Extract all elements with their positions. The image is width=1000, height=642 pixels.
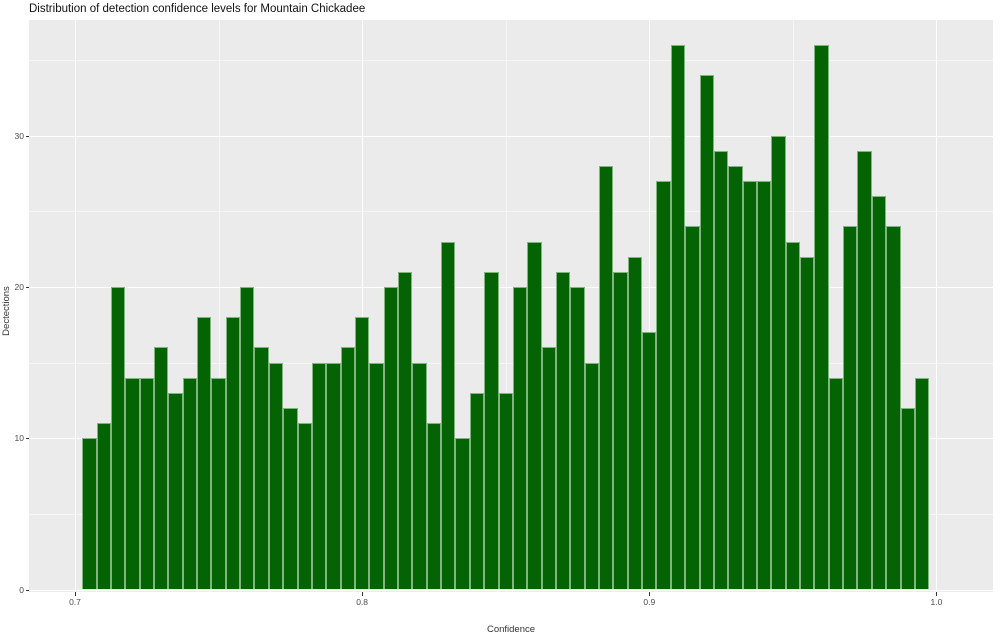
histogram-bar [398, 271, 413, 590]
histogram-bar [211, 377, 226, 590]
histogram-bar [541, 347, 556, 590]
x-major-gridline [936, 20, 938, 592]
x-tick-mark [362, 592, 364, 596]
x-tick-label: 0.9 [643, 597, 656, 607]
histogram-bar [613, 271, 628, 590]
y-major-gridline [29, 589, 993, 591]
y-minor-gridline [29, 362, 993, 364]
histogram-bar [412, 362, 427, 590]
histogram-bar [240, 286, 255, 590]
histogram-bar [771, 135, 786, 590]
histogram-bar [756, 180, 772, 590]
histogram-bar [297, 423, 312, 590]
histogram-bar [254, 347, 269, 590]
y-minor-gridline [29, 59, 993, 61]
x-major-gridline [75, 20, 76, 592]
histogram-bar [713, 150, 729, 590]
histogram-bar [914, 377, 930, 590]
y-tick-label: 10 [14, 433, 24, 444]
histogram-bar [886, 226, 901, 590]
plot-panel [29, 20, 993, 592]
y-tick-mark [25, 135, 29, 137]
y-tick-mark [25, 286, 29, 288]
x-tick-mark [75, 592, 76, 596]
y-tick-mark [25, 438, 29, 440]
x-minor-gridline [218, 20, 220, 592]
x-tick-label: 0.8 [356, 597, 369, 607]
histogram-bar [728, 165, 743, 590]
histogram-bar [268, 362, 284, 590]
y-tick-mark [25, 589, 29, 591]
histogram-bar [656, 180, 671, 590]
histogram-bar [326, 362, 341, 590]
x-axis-title: Confidence [486, 624, 536, 635]
histogram-bar [642, 332, 657, 590]
histogram-bar [570, 286, 585, 590]
histogram-bar [512, 286, 528, 590]
histogram-bar [871, 196, 887, 590]
histogram-bar [469, 392, 485, 590]
histogram-bar [197, 317, 212, 590]
histogram-bar [627, 256, 643, 590]
histogram-bar [670, 44, 686, 590]
histogram-bar [153, 347, 169, 590]
histogram-bar [168, 392, 183, 590]
histogram-bar [742, 180, 757, 590]
histogram-bar [383, 286, 399, 590]
histogram-bar [800, 256, 815, 590]
histogram-bar [110, 286, 126, 590]
histogram-bar [555, 271, 571, 590]
histogram-bar [699, 75, 714, 590]
x-tick-mark [649, 592, 651, 596]
histogram-bar [828, 377, 844, 590]
histogram-bar [900, 407, 915, 590]
histogram-bar [814, 44, 829, 590]
histogram-bar [785, 241, 801, 590]
y-major-gridline [29, 286, 993, 288]
x-major-gridline [362, 20, 364, 592]
histogram-bar [354, 317, 370, 590]
histogram-bar [182, 377, 198, 590]
histogram-bar [599, 165, 614, 590]
histogram-bar [484, 271, 499, 590]
histogram-bar [584, 362, 600, 590]
x-minor-gridline [505, 20, 507, 592]
y-tick-label: 20 [14, 281, 24, 292]
chart-title: Distribution of detection confidence lev… [29, 3, 366, 15]
x-major-gridline [649, 20, 651, 592]
histogram-bar [369, 362, 384, 590]
histogram-bar [527, 241, 542, 590]
y-tick-label: 0 [19, 584, 24, 595]
histogram-bar [843, 226, 858, 590]
histogram-bar [441, 241, 456, 590]
histogram-bar [96, 423, 111, 590]
y-minor-gridline [29, 211, 993, 213]
histogram-bar [426, 423, 442, 590]
histogram-bar [125, 377, 140, 590]
y-axis-title: Dectections [1, 286, 12, 336]
histogram-bar [498, 392, 513, 590]
histogram-bar [340, 347, 355, 590]
x-tick-label: 1.0 [930, 597, 943, 607]
histogram-bar [225, 317, 241, 590]
histogram-bar [857, 150, 872, 590]
histogram-bar [139, 377, 154, 590]
histogram-bar [283, 407, 298, 590]
y-major-gridline [29, 135, 993, 137]
x-tick-mark [936, 592, 938, 596]
histogram-bar [685, 226, 700, 590]
histogram-bar [455, 438, 470, 590]
x-tick-label: 0.7 [69, 597, 81, 607]
histogram-bar [82, 438, 97, 590]
y-tick-label: 30 [14, 130, 24, 141]
histogram-bar [311, 362, 327, 590]
